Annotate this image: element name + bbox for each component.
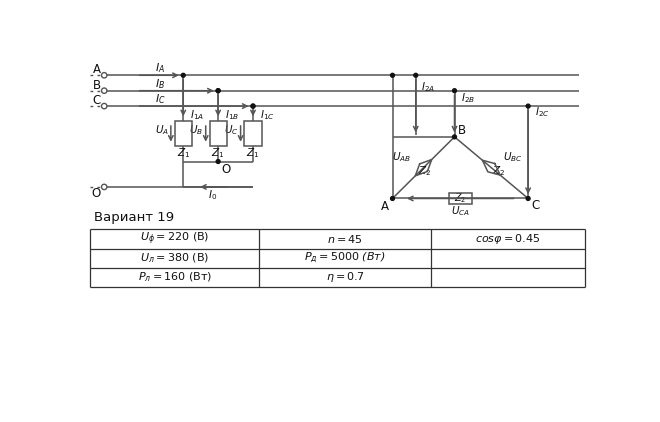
Text: $Z_2$: $Z_2$ (492, 164, 506, 178)
Circle shape (216, 89, 220, 92)
Text: $U_л = 380$ (В): $U_л = 380$ (В) (140, 252, 209, 265)
Text: $n = 45$: $n = 45$ (327, 233, 363, 245)
Circle shape (453, 89, 457, 92)
Text: $U_\phi = 220$ (В): $U_\phi = 220$ (В) (140, 231, 209, 247)
Text: $Z_1$: $Z_1$ (246, 146, 259, 160)
Text: A: A (92, 63, 100, 76)
Text: C: C (92, 94, 100, 107)
Text: $Z_1$: $Z_1$ (211, 146, 225, 160)
Circle shape (391, 197, 395, 200)
Text: $U_A$: $U_A$ (154, 123, 168, 137)
Circle shape (251, 104, 255, 108)
Circle shape (453, 135, 457, 139)
Text: B: B (92, 79, 100, 92)
Text: $Z_2$: $Z_2$ (454, 192, 467, 206)
Text: $cos\varphi = 0.45$: $cos\varphi = 0.45$ (475, 232, 541, 246)
Text: $I_{1A}$: $I_{1A}$ (190, 108, 205, 122)
Text: $U_B$: $U_B$ (189, 123, 203, 137)
Text: O: O (221, 163, 230, 176)
Text: $P_д = 5000$ (Вт): $P_д = 5000$ (Вт) (304, 251, 386, 265)
Circle shape (526, 197, 530, 200)
Text: $U_C$: $U_C$ (224, 123, 239, 137)
Bar (449, 193, 472, 204)
Circle shape (391, 73, 395, 77)
Text: $I_C$: $I_C$ (154, 92, 166, 106)
Text: $I_{2C}$: $I_{2C}$ (535, 106, 549, 119)
Circle shape (182, 73, 185, 77)
Bar (175, 122, 192, 146)
Text: $U_{AB}$: $U_{AB}$ (392, 150, 411, 164)
Text: B: B (458, 124, 467, 137)
Circle shape (526, 104, 530, 108)
Circle shape (102, 103, 107, 109)
Text: $P_л = 160$ (Вт): $P_л = 160$ (Вт) (137, 271, 212, 284)
Text: $Z_2$: $Z_2$ (418, 164, 432, 178)
Text: $I_{2B}$: $I_{2B}$ (461, 92, 476, 105)
Text: $I_0$: $I_0$ (208, 188, 217, 202)
Circle shape (414, 73, 418, 77)
Text: $I_{1C}$: $I_{1C}$ (259, 108, 275, 122)
Circle shape (216, 160, 220, 163)
Text: C: C (532, 199, 540, 212)
Bar (244, 122, 261, 146)
Circle shape (102, 73, 107, 78)
Circle shape (102, 184, 107, 189)
Text: $U_{BC}$: $U_{BC}$ (503, 150, 523, 164)
Text: Вариант 19: Вариант 19 (94, 211, 174, 224)
Text: $I_{2A}$: $I_{2A}$ (421, 80, 435, 94)
Text: $\eta = 0.7$: $\eta = 0.7$ (326, 271, 364, 284)
Text: O: O (92, 187, 101, 200)
Text: $I_{1B}$: $I_{1B}$ (225, 108, 239, 122)
Circle shape (216, 89, 220, 92)
Text: $U_{CA}$: $U_{CA}$ (451, 204, 470, 218)
Text: $I_B$: $I_B$ (155, 77, 165, 91)
Text: A: A (381, 200, 389, 213)
Bar (210, 122, 226, 146)
Text: $Z_1$: $Z_1$ (177, 146, 190, 160)
Text: $I_A$: $I_A$ (155, 62, 165, 75)
Circle shape (251, 104, 255, 108)
Circle shape (102, 88, 107, 93)
